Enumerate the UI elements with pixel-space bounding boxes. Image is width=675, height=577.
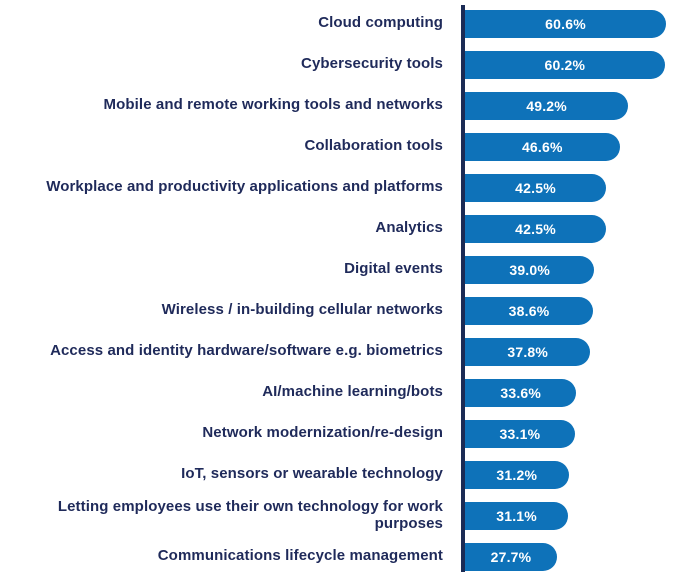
- chart-row: IoT, sensors or wearable technology 31.2…: [0, 454, 675, 495]
- bar: 60.6%: [465, 9, 667, 38]
- bar-track: 46.6%: [465, 132, 674, 161]
- bar-track: 60.2%: [465, 50, 674, 79]
- bar-track: 27.7%: [465, 542, 674, 571]
- chart-rows: Cloud computing 60.6% Cybersecurity tool…: [0, 3, 675, 577]
- chart-row: Communications lifecycle management 27.7…: [0, 536, 675, 577]
- category-label: Network modernization/re-design: [202, 424, 443, 442]
- chart-row: Cybersecurity tools 60.2%: [0, 44, 675, 85]
- category-label: IoT, sensors or wearable technology: [181, 465, 443, 483]
- value-label: 31.1%: [496, 507, 537, 524]
- bar: 38.6%: [465, 296, 594, 325]
- bar-track: 42.5%: [465, 173, 674, 202]
- bar: 31.1%: [465, 501, 569, 530]
- category-label: Access and identity hardware/software e.…: [50, 342, 443, 360]
- bar-track: 60.6%: [465, 9, 674, 38]
- value-label: 33.1%: [499, 425, 541, 442]
- bar: 37.8%: [465, 337, 591, 366]
- y-axis-line: [461, 5, 465, 572]
- chart-row: Letting employees use their own technolo…: [0, 495, 675, 536]
- bar: 33.6%: [465, 378, 577, 407]
- bar: 39.0%: [465, 255, 595, 284]
- category-label: Digital events: [344, 260, 443, 278]
- category-label: Cloud computing: [318, 14, 443, 32]
- chart-row: Mobile and remote working tools and netw…: [0, 85, 675, 126]
- bar-track: 38.6%: [465, 296, 674, 325]
- chart-row: Workplace and productivity applications …: [0, 167, 675, 208]
- value-label: 27.7%: [490, 548, 532, 565]
- category-label: Letting employees use their own technolo…: [57, 498, 443, 532]
- bar-track: 37.8%: [465, 337, 674, 366]
- bar: 42.5%: [465, 214, 606, 243]
- bar-track: 33.6%: [465, 378, 674, 407]
- bar-track: 39.0%: [465, 255, 674, 284]
- bar: 60.2%: [465, 50, 665, 79]
- bar-track: 42.5%: [465, 214, 674, 243]
- chart-row: Network modernization/re-design 33.1%: [0, 413, 675, 454]
- value-label: 38.6%: [508, 302, 550, 319]
- category-label: Analytics: [375, 219, 443, 237]
- bar: 46.6%: [465, 132, 620, 161]
- chart-row: Wireless / in-building cellular networks…: [0, 290, 675, 331]
- value-label: 39.0%: [509, 261, 551, 278]
- chart-row: Analytics 42.5%: [0, 208, 675, 249]
- chart-row: Collaboration tools 46.6%: [0, 126, 675, 167]
- value-label: 33.6%: [500, 384, 542, 401]
- value-label: 46.6%: [521, 138, 563, 155]
- bar-track: 49.2%: [465, 91, 674, 120]
- bar: 27.7%: [465, 542, 557, 571]
- value-label: 60.2%: [544, 56, 586, 73]
- bar: 49.2%: [465, 91, 629, 120]
- value-label: 49.2%: [526, 97, 567, 114]
- value-label: 31.2%: [496, 466, 538, 483]
- category-label: AI/machine learning/bots: [262, 383, 443, 401]
- value-label: 37.8%: [507, 343, 549, 360]
- category-label: Communications lifecycle management: [157, 547, 443, 565]
- bar: 31.2%: [465, 460, 569, 489]
- chart-row: Cloud computing 60.6%: [0, 3, 675, 44]
- category-label: Mobile and remote working tools and netw…: [103, 96, 443, 114]
- value-label: 42.5%: [515, 220, 556, 237]
- category-label: Cybersecurity tools: [301, 55, 443, 73]
- category-label: Workplace and productivity applications …: [46, 178, 443, 196]
- bar-track: 33.1%: [465, 419, 674, 448]
- bar-track: 31.2%: [465, 460, 674, 489]
- chart-row: Access and identity hardware/software e.…: [0, 331, 675, 372]
- bar-track: 31.1%: [465, 501, 674, 530]
- bar: 33.1%: [465, 419, 575, 448]
- category-label: Collaboration tools: [304, 137, 443, 155]
- chart-row: Digital events 39.0%: [0, 249, 675, 290]
- value-label: 60.6%: [545, 15, 586, 32]
- category-label: Wireless / in-building cellular networks: [161, 301, 443, 319]
- bar: 42.5%: [465, 173, 606, 202]
- chart-row: AI/machine learning/bots 33.6%: [0, 372, 675, 413]
- value-label: 42.5%: [515, 179, 556, 196]
